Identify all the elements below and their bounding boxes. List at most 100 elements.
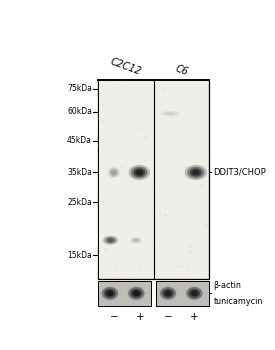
- Ellipse shape: [127, 179, 129, 180]
- Ellipse shape: [99, 113, 100, 114]
- Ellipse shape: [98, 118, 99, 119]
- Ellipse shape: [102, 120, 104, 121]
- Ellipse shape: [113, 210, 114, 211]
- Text: −: −: [109, 312, 118, 322]
- Ellipse shape: [201, 185, 203, 186]
- Ellipse shape: [184, 286, 204, 301]
- Ellipse shape: [204, 182, 206, 183]
- Text: −: −: [164, 312, 172, 322]
- Ellipse shape: [106, 123, 108, 124]
- Ellipse shape: [116, 196, 117, 197]
- Ellipse shape: [127, 215, 130, 216]
- Ellipse shape: [138, 181, 140, 182]
- Ellipse shape: [167, 113, 174, 114]
- Ellipse shape: [192, 291, 197, 295]
- Ellipse shape: [130, 201, 131, 202]
- Ellipse shape: [187, 288, 202, 299]
- Ellipse shape: [133, 144, 135, 145]
- Ellipse shape: [164, 214, 167, 215]
- Ellipse shape: [133, 291, 139, 295]
- Ellipse shape: [113, 87, 114, 88]
- Ellipse shape: [102, 288, 117, 299]
- Ellipse shape: [112, 121, 113, 122]
- Ellipse shape: [161, 111, 180, 116]
- Ellipse shape: [157, 230, 159, 231]
- Ellipse shape: [201, 216, 203, 217]
- Ellipse shape: [203, 81, 204, 82]
- Ellipse shape: [198, 252, 200, 253]
- Ellipse shape: [105, 237, 116, 243]
- Ellipse shape: [187, 270, 188, 271]
- Ellipse shape: [190, 231, 191, 232]
- Ellipse shape: [108, 239, 112, 241]
- Ellipse shape: [130, 176, 131, 177]
- Ellipse shape: [160, 100, 161, 101]
- Ellipse shape: [107, 169, 109, 170]
- Ellipse shape: [108, 200, 109, 201]
- Ellipse shape: [107, 291, 113, 295]
- Ellipse shape: [147, 93, 149, 94]
- Ellipse shape: [189, 254, 191, 255]
- Ellipse shape: [148, 135, 150, 136]
- Ellipse shape: [108, 167, 120, 177]
- Ellipse shape: [104, 106, 106, 107]
- Ellipse shape: [138, 129, 140, 130]
- Ellipse shape: [132, 238, 141, 243]
- Ellipse shape: [107, 238, 114, 242]
- Ellipse shape: [144, 136, 146, 138]
- Ellipse shape: [181, 266, 183, 267]
- Ellipse shape: [108, 137, 109, 138]
- Text: β-actin: β-actin: [213, 281, 241, 290]
- Ellipse shape: [118, 131, 119, 132]
- Ellipse shape: [189, 157, 191, 158]
- Ellipse shape: [129, 288, 144, 299]
- Ellipse shape: [148, 155, 150, 156]
- Text: 25kDa: 25kDa: [67, 198, 92, 207]
- Ellipse shape: [199, 115, 200, 116]
- Ellipse shape: [137, 88, 139, 89]
- Ellipse shape: [176, 266, 178, 267]
- Ellipse shape: [191, 195, 193, 196]
- Ellipse shape: [183, 216, 184, 217]
- Text: 35kDa: 35kDa: [67, 168, 92, 177]
- Text: +: +: [190, 312, 199, 322]
- Ellipse shape: [163, 232, 165, 233]
- Ellipse shape: [119, 208, 120, 209]
- Ellipse shape: [185, 166, 207, 180]
- Ellipse shape: [166, 226, 168, 227]
- Text: +: +: [136, 312, 145, 322]
- Ellipse shape: [163, 91, 164, 92]
- Ellipse shape: [131, 289, 141, 297]
- Ellipse shape: [157, 199, 159, 200]
- Text: tunicamycin: tunicamycin: [213, 296, 263, 306]
- Ellipse shape: [164, 133, 166, 134]
- Ellipse shape: [192, 272, 194, 273]
- Ellipse shape: [206, 256, 208, 257]
- Ellipse shape: [165, 291, 171, 295]
- Ellipse shape: [129, 166, 149, 180]
- Ellipse shape: [161, 288, 175, 299]
- Ellipse shape: [193, 170, 199, 174]
- Ellipse shape: [198, 239, 200, 240]
- Ellipse shape: [158, 286, 178, 301]
- Ellipse shape: [207, 154, 209, 155]
- Ellipse shape: [109, 169, 118, 176]
- Ellipse shape: [164, 89, 166, 90]
- Ellipse shape: [207, 256, 208, 257]
- Text: 15kDa: 15kDa: [67, 251, 92, 260]
- Ellipse shape: [119, 216, 121, 217]
- Text: 75kDa: 75kDa: [67, 84, 92, 93]
- Ellipse shape: [169, 95, 171, 96]
- Ellipse shape: [164, 89, 165, 90]
- Ellipse shape: [196, 150, 197, 151]
- Bar: [99, 80, 208, 278]
- Ellipse shape: [191, 245, 193, 246]
- Ellipse shape: [134, 239, 138, 241]
- Ellipse shape: [98, 81, 99, 82]
- Ellipse shape: [188, 167, 204, 178]
- Ellipse shape: [200, 87, 202, 88]
- Ellipse shape: [169, 223, 171, 224]
- Ellipse shape: [99, 195, 100, 196]
- Ellipse shape: [204, 165, 205, 166]
- Ellipse shape: [205, 172, 207, 173]
